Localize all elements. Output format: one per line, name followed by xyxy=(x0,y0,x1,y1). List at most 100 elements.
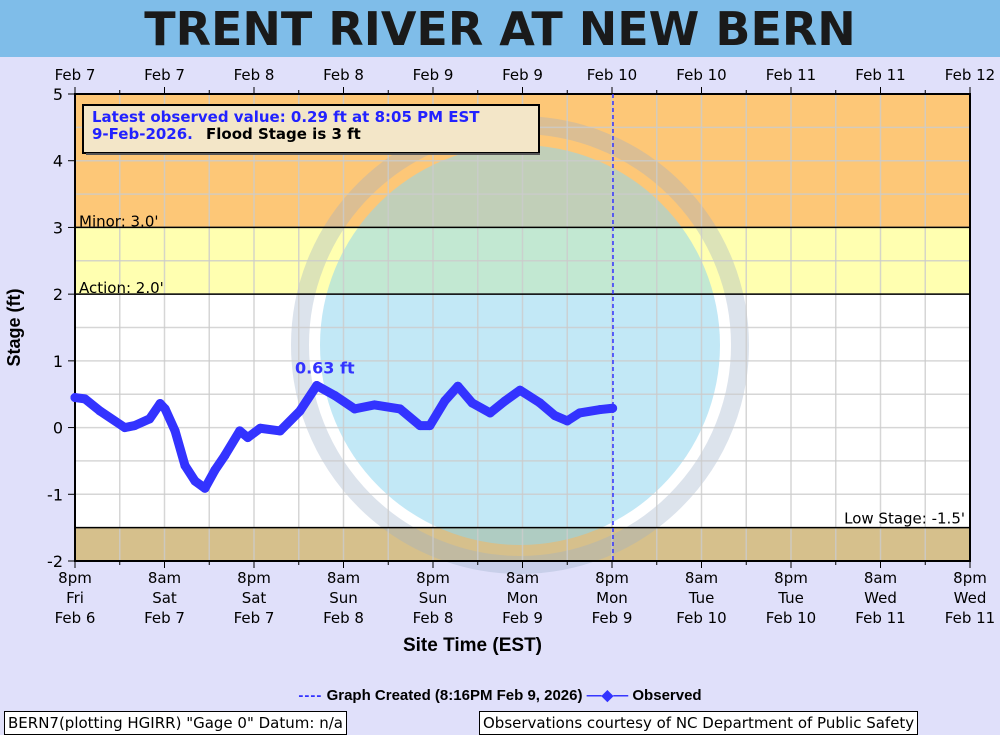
bottom-x-tick-label: 8am xyxy=(685,569,718,587)
plot-frame xyxy=(74,93,971,562)
low-stage-label: Low Stage: -1.5' xyxy=(844,510,965,528)
bottom-x-tick-label: Wed xyxy=(954,589,987,607)
observed-data-point xyxy=(575,408,585,418)
y-tick-label: 3 xyxy=(53,218,63,237)
x-axis-label: Site Time (EST) xyxy=(403,635,542,656)
graph-created-legend-label: Graph Created (8:16PM Feb 9, 2026) xyxy=(326,687,583,704)
observed-data-point xyxy=(312,381,322,391)
bottom-x-tick-label: Fri xyxy=(66,589,84,607)
action-threshold-label: Action: 2.0' xyxy=(79,279,164,297)
bottom-x-tick-label: 8pm xyxy=(595,569,629,587)
observed-data-point xyxy=(608,403,618,413)
bottom-x-tick-label: Feb 8 xyxy=(413,609,454,627)
observed-data-point xyxy=(255,423,265,433)
observed-data-point xyxy=(130,421,140,431)
observed-data-point xyxy=(550,411,560,421)
bottom-x-tick-label: 8pm xyxy=(237,569,271,587)
observed-data-point xyxy=(120,423,130,433)
bottom-x-tick-label: Mon xyxy=(596,589,628,607)
chart-title: TRENT RIVER AT NEW BERN xyxy=(144,2,856,56)
y-tick-label: 0 xyxy=(53,419,63,438)
bottom-x-tick-label: Tue xyxy=(777,589,804,607)
bottom-x-tick-label: Feb 10 xyxy=(766,609,816,627)
observed-legend-label: Observed xyxy=(632,687,702,704)
observed-data-point xyxy=(515,385,525,395)
noaa-watermark xyxy=(320,145,720,545)
bottom-x-tick-label: Mon xyxy=(507,589,539,607)
bottom-x-tick-label: Feb 9 xyxy=(502,609,543,627)
observed-data-point xyxy=(395,404,405,414)
observed-data-point xyxy=(415,421,425,431)
observed-data-point xyxy=(500,396,510,406)
observed-data-point xyxy=(350,404,360,414)
hydrograph-chart: Minor: 3.0' Action: 2.0' Low Stage: -1.5' 5… xyxy=(4,66,995,656)
observations-credit: Observations courtesy of NC Department o… xyxy=(479,711,919,735)
bottom-x-tick-label: Sat xyxy=(152,589,177,607)
bottom-x-tick-label: 8pm xyxy=(416,569,450,587)
observed-data-point xyxy=(180,461,190,471)
top-x-tick-label: Feb 10 xyxy=(676,66,726,84)
bottom-x-tick-label: Feb 11 xyxy=(855,609,905,627)
observed-data-point xyxy=(210,465,220,475)
y-tick-label: -1 xyxy=(47,485,63,504)
bottom-x-tick-label: 8pm xyxy=(58,569,92,587)
gage-info: BERN7(plotting HGIRR) "Gage 0" Datum: n/… xyxy=(4,711,347,735)
bottom-x-tick-label: Sun xyxy=(419,589,448,607)
y-axis-label: Stage (ft) xyxy=(4,289,24,367)
top-x-tick-label: Feb 12 xyxy=(945,66,995,84)
bottom-x-tick-label: Feb 10 xyxy=(676,609,726,627)
top-x-tick-label: Feb 9 xyxy=(502,66,543,84)
y-tick-label: 4 xyxy=(53,152,63,171)
observed-data-point xyxy=(235,426,245,436)
observed-data-point xyxy=(485,408,495,418)
flood-stage-text: Flood Stage is 3 ft xyxy=(206,125,361,143)
top-x-tick-label: Feb 7 xyxy=(55,66,96,84)
top-x-tick-label: Feb 9 xyxy=(413,66,454,84)
top-x-tick-label: Feb 7 xyxy=(144,66,185,84)
bottom-x-tick-label: Feb 9 xyxy=(592,609,633,627)
bottom-x-tick-label: 8am xyxy=(864,569,897,587)
y-tick-label: 5 xyxy=(53,85,63,104)
observed-data-point xyxy=(453,381,463,391)
observed-data-point xyxy=(370,400,380,410)
legend: ---- Graph Created (8:16PM Feb 9, 2026) … xyxy=(0,686,1000,704)
bottom-x-tick-label: Sat xyxy=(242,589,267,607)
observed-data-point xyxy=(295,406,305,416)
minor-threshold-label: Minor: 3.0' xyxy=(79,212,159,230)
observed-data-point xyxy=(425,421,435,431)
bottom-x-tick-label: 8am xyxy=(148,569,181,587)
top-x-tick-label: Feb 11 xyxy=(766,66,816,84)
y-tick-label: -2 xyxy=(47,552,63,571)
observed-data-point xyxy=(243,433,253,443)
title-bar: TRENT RIVER AT NEW BERN xyxy=(0,0,1000,57)
bottom-x-tick-label: Feb 11 xyxy=(945,609,995,627)
bottom-x-tick-label: 8am xyxy=(327,569,360,587)
bottom-x-tick-label: Feb 6 xyxy=(55,609,96,627)
observed-data-point xyxy=(595,405,605,415)
observed-data-point xyxy=(467,398,477,408)
observed-legend-icon: —◆— xyxy=(586,687,629,704)
bottom-x-tick-label: 8am xyxy=(506,569,539,587)
observed-data-point xyxy=(80,394,90,404)
observed-data-point xyxy=(220,451,230,461)
observed-data-point xyxy=(200,483,210,493)
top-x-tick-label: Feb 8 xyxy=(323,66,364,84)
peak-annotation: 0.63 ft xyxy=(295,359,355,378)
observed-data-point xyxy=(190,476,200,486)
info-box xyxy=(82,104,540,154)
latest-observed-text: Latest observed value: 0.29 ft at 8:05 P… xyxy=(92,108,480,126)
observed-data-point xyxy=(170,426,180,436)
observed-data-point xyxy=(160,404,170,414)
top-x-tick-label: Feb 10 xyxy=(587,66,637,84)
observed-data-point xyxy=(145,414,155,424)
graph-created-legend-icon: ---- xyxy=(298,687,323,704)
observed-data-point xyxy=(562,416,572,426)
bottom-x-tick-label: Sun xyxy=(329,589,358,607)
observed-data-point xyxy=(330,391,340,401)
bottom-x-tick-label: Feb 7 xyxy=(144,609,185,627)
bottom-x-tick-label: Wed xyxy=(864,589,897,607)
latest-observed-date: 9-Feb-2026. xyxy=(92,125,193,143)
observed-data-point xyxy=(535,398,545,408)
observed-data-point xyxy=(275,426,285,436)
bottom-x-tick-label: 8pm xyxy=(774,569,808,587)
